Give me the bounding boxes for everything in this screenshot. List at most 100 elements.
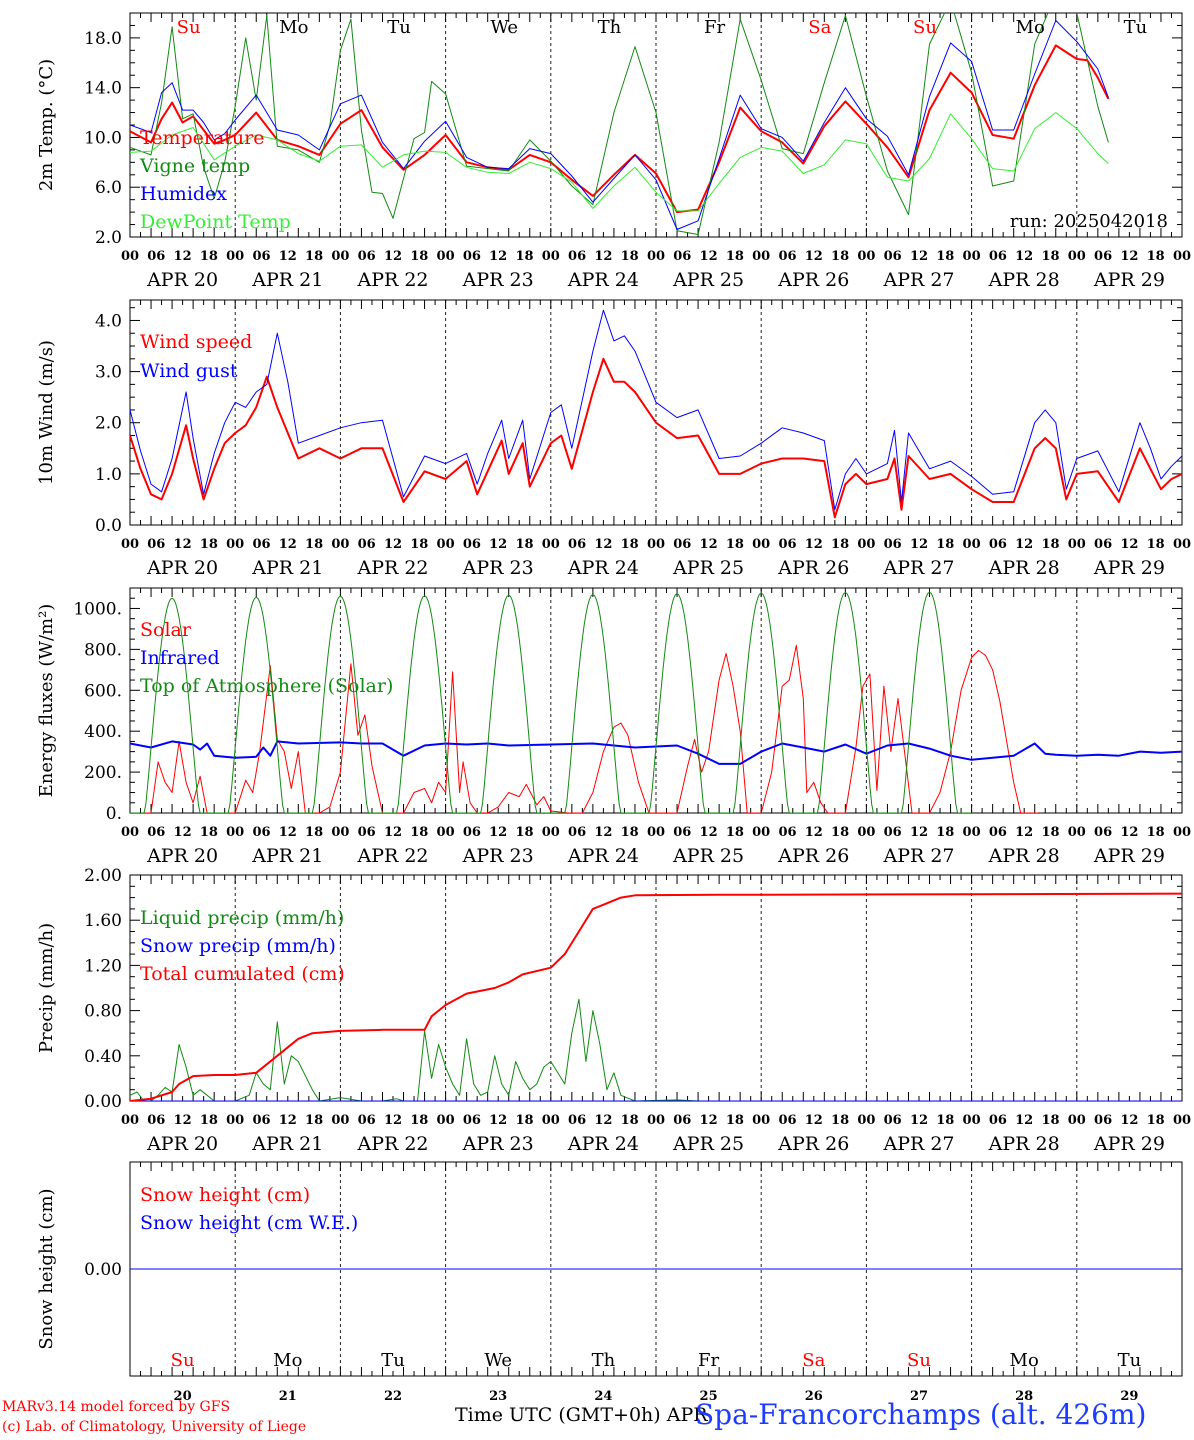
hour-tick-label: 18 bbox=[1041, 249, 1059, 264]
hour-tick-label: 06 bbox=[358, 1113, 376, 1128]
hour-tick-label: 18 bbox=[621, 249, 639, 264]
hour-tick-label: 06 bbox=[989, 249, 1007, 264]
hour-tick-label: 12 bbox=[1120, 249, 1138, 264]
date-label: APR 26 bbox=[777, 269, 849, 291]
hour-tick-label: 18 bbox=[515, 1113, 533, 1128]
date-label: APR 27 bbox=[882, 269, 954, 291]
y-tick-label: 18.0 bbox=[84, 29, 122, 49]
hour-tick-label: 00 bbox=[331, 825, 349, 840]
hour-tick-label: 18 bbox=[200, 825, 218, 840]
weekday-label: Tu bbox=[381, 1350, 405, 1371]
y-tick-label: 2.0 bbox=[95, 228, 122, 248]
run-label: run: 2025042018 bbox=[1010, 211, 1168, 232]
hour-tick-label: 06 bbox=[358, 249, 376, 264]
hour-tick-label: 00 bbox=[437, 537, 455, 552]
date-label: APR 29 bbox=[1093, 269, 1165, 291]
series-line-dewpoint-temp bbox=[130, 112, 1109, 212]
y-tick-label: 6.0 bbox=[95, 178, 122, 198]
date-label: APR 29 bbox=[1093, 845, 1165, 867]
hour-tick-label: 12 bbox=[384, 825, 402, 840]
hour-tick-label: 06 bbox=[252, 249, 270, 264]
x-axis-title: Time UTC (GMT+0h) APR bbox=[455, 1404, 708, 1426]
hour-tick-label: 18 bbox=[726, 825, 744, 840]
hour-tick-label: 00 bbox=[963, 249, 981, 264]
hour-tick-label: 00 bbox=[1068, 1113, 1086, 1128]
date-label: APR 25 bbox=[672, 269, 744, 291]
hour-tick-label: 12 bbox=[805, 1113, 823, 1128]
series-group bbox=[130, 892, 1182, 1101]
hour-tick-label: 18 bbox=[410, 1113, 428, 1128]
weekday-label: Th bbox=[592, 1350, 616, 1371]
day-number-label: 21 bbox=[279, 1389, 297, 1404]
hour-tick-label: 00 bbox=[437, 249, 455, 264]
hour-tick-label: 12 bbox=[174, 825, 192, 840]
hour-tick-label: 18 bbox=[305, 1113, 323, 1128]
hour-tick-label: 00 bbox=[542, 249, 560, 264]
weekday-label: Mo bbox=[1010, 1350, 1039, 1371]
hour-tick-label: 06 bbox=[147, 249, 165, 264]
y-axis-label: 10m Wind (m/s) bbox=[36, 340, 57, 485]
weekday-label: Fr bbox=[698, 1350, 719, 1371]
panel-temperature: 2.0 6.0 10.0 14.0 18.0 2m Temp. (°C) Temperatu… bbox=[36, 12, 1191, 291]
date-label: APR 20 bbox=[146, 557, 218, 579]
hour-tick-label: 06 bbox=[463, 825, 481, 840]
hour-tick-label: 12 bbox=[1015, 825, 1033, 840]
weekday-label: Mo bbox=[1016, 17, 1045, 38]
hour-tick-label: 18 bbox=[200, 1113, 218, 1128]
hour-tick-label: 12 bbox=[279, 249, 297, 264]
hour-tick-label: 06 bbox=[1094, 1113, 1112, 1128]
hour-tick-label: 00 bbox=[226, 249, 244, 264]
hour-tick-label: 12 bbox=[1015, 1113, 1033, 1128]
hour-tick-label: 18 bbox=[1147, 825, 1165, 840]
y-tick-label: 10.0 bbox=[84, 128, 122, 148]
day-number-label: 26 bbox=[805, 1389, 823, 1404]
hour-tick-label: 18 bbox=[515, 249, 533, 264]
hour-tick-label: 00 bbox=[226, 537, 244, 552]
hour-tick-label: 18 bbox=[621, 825, 639, 840]
y-axis-label: Precip (mm/h) bbox=[36, 923, 57, 1053]
hour-tick-label: 18 bbox=[726, 537, 744, 552]
weekday-label: Su bbox=[177, 17, 201, 38]
hour-tick-label: 00 bbox=[437, 825, 455, 840]
plot-frame bbox=[129, 587, 1183, 814]
date-label: APR 21 bbox=[251, 557, 323, 579]
hour-tick-label: 06 bbox=[884, 1113, 902, 1128]
hour-tick-label: 00 bbox=[542, 825, 560, 840]
series-line-top-of-atmosphere-solar- bbox=[130, 591, 972, 813]
hour-tick-label: 12 bbox=[594, 537, 612, 552]
hour-tick-label: 12 bbox=[910, 249, 928, 264]
hour-tick-label: 12 bbox=[805, 825, 823, 840]
series-group bbox=[130, 13, 1110, 235]
hour-tick-label: 06 bbox=[1094, 249, 1112, 264]
date-label: APR 23 bbox=[462, 845, 534, 867]
hour-tick-label: 00 bbox=[752, 249, 770, 264]
hour-tick-label: 12 bbox=[384, 537, 402, 552]
hour-tick-label: 00 bbox=[647, 537, 665, 552]
weekday-label: Mo bbox=[279, 17, 308, 38]
hour-tick-label: 12 bbox=[174, 1113, 192, 1128]
hour-tick-label: 00 bbox=[1068, 825, 1086, 840]
legend-entry: Top of Atmosphere (Solar) bbox=[140, 675, 393, 697]
hour-tick-label: 12 bbox=[700, 249, 718, 264]
hour-tick-label: 18 bbox=[305, 825, 323, 840]
day-number-label: 27 bbox=[910, 1389, 928, 1404]
legend-entry: Snow height (cm) bbox=[140, 1184, 310, 1206]
hour-tick-label: 06 bbox=[568, 537, 586, 552]
hour-tick-label: 12 bbox=[174, 537, 192, 552]
hour-tick-label: 12 bbox=[700, 537, 718, 552]
y-tick-label: 0.80 bbox=[84, 1002, 122, 1022]
y-tick-label: 2.00 bbox=[84, 866, 122, 886]
day-number-label: 20 bbox=[174, 1389, 192, 1404]
series-line-solar bbox=[130, 644, 1039, 813]
hour-tick-label: 00 bbox=[121, 537, 139, 552]
hour-tick-label: 12 bbox=[1120, 825, 1138, 840]
y-axis-label: Snow height (cm) bbox=[36, 1188, 57, 1349]
y-tick-label: 0. bbox=[106, 804, 122, 824]
weekday-label: Tu bbox=[387, 17, 411, 38]
hour-tick-label: 00 bbox=[752, 825, 770, 840]
hour-tick-label: 12 bbox=[384, 249, 402, 264]
hour-tick-label: 00 bbox=[752, 537, 770, 552]
hour-tick-label: 12 bbox=[1015, 249, 1033, 264]
hour-tick-label: 12 bbox=[805, 249, 823, 264]
series-group bbox=[130, 309, 1182, 519]
